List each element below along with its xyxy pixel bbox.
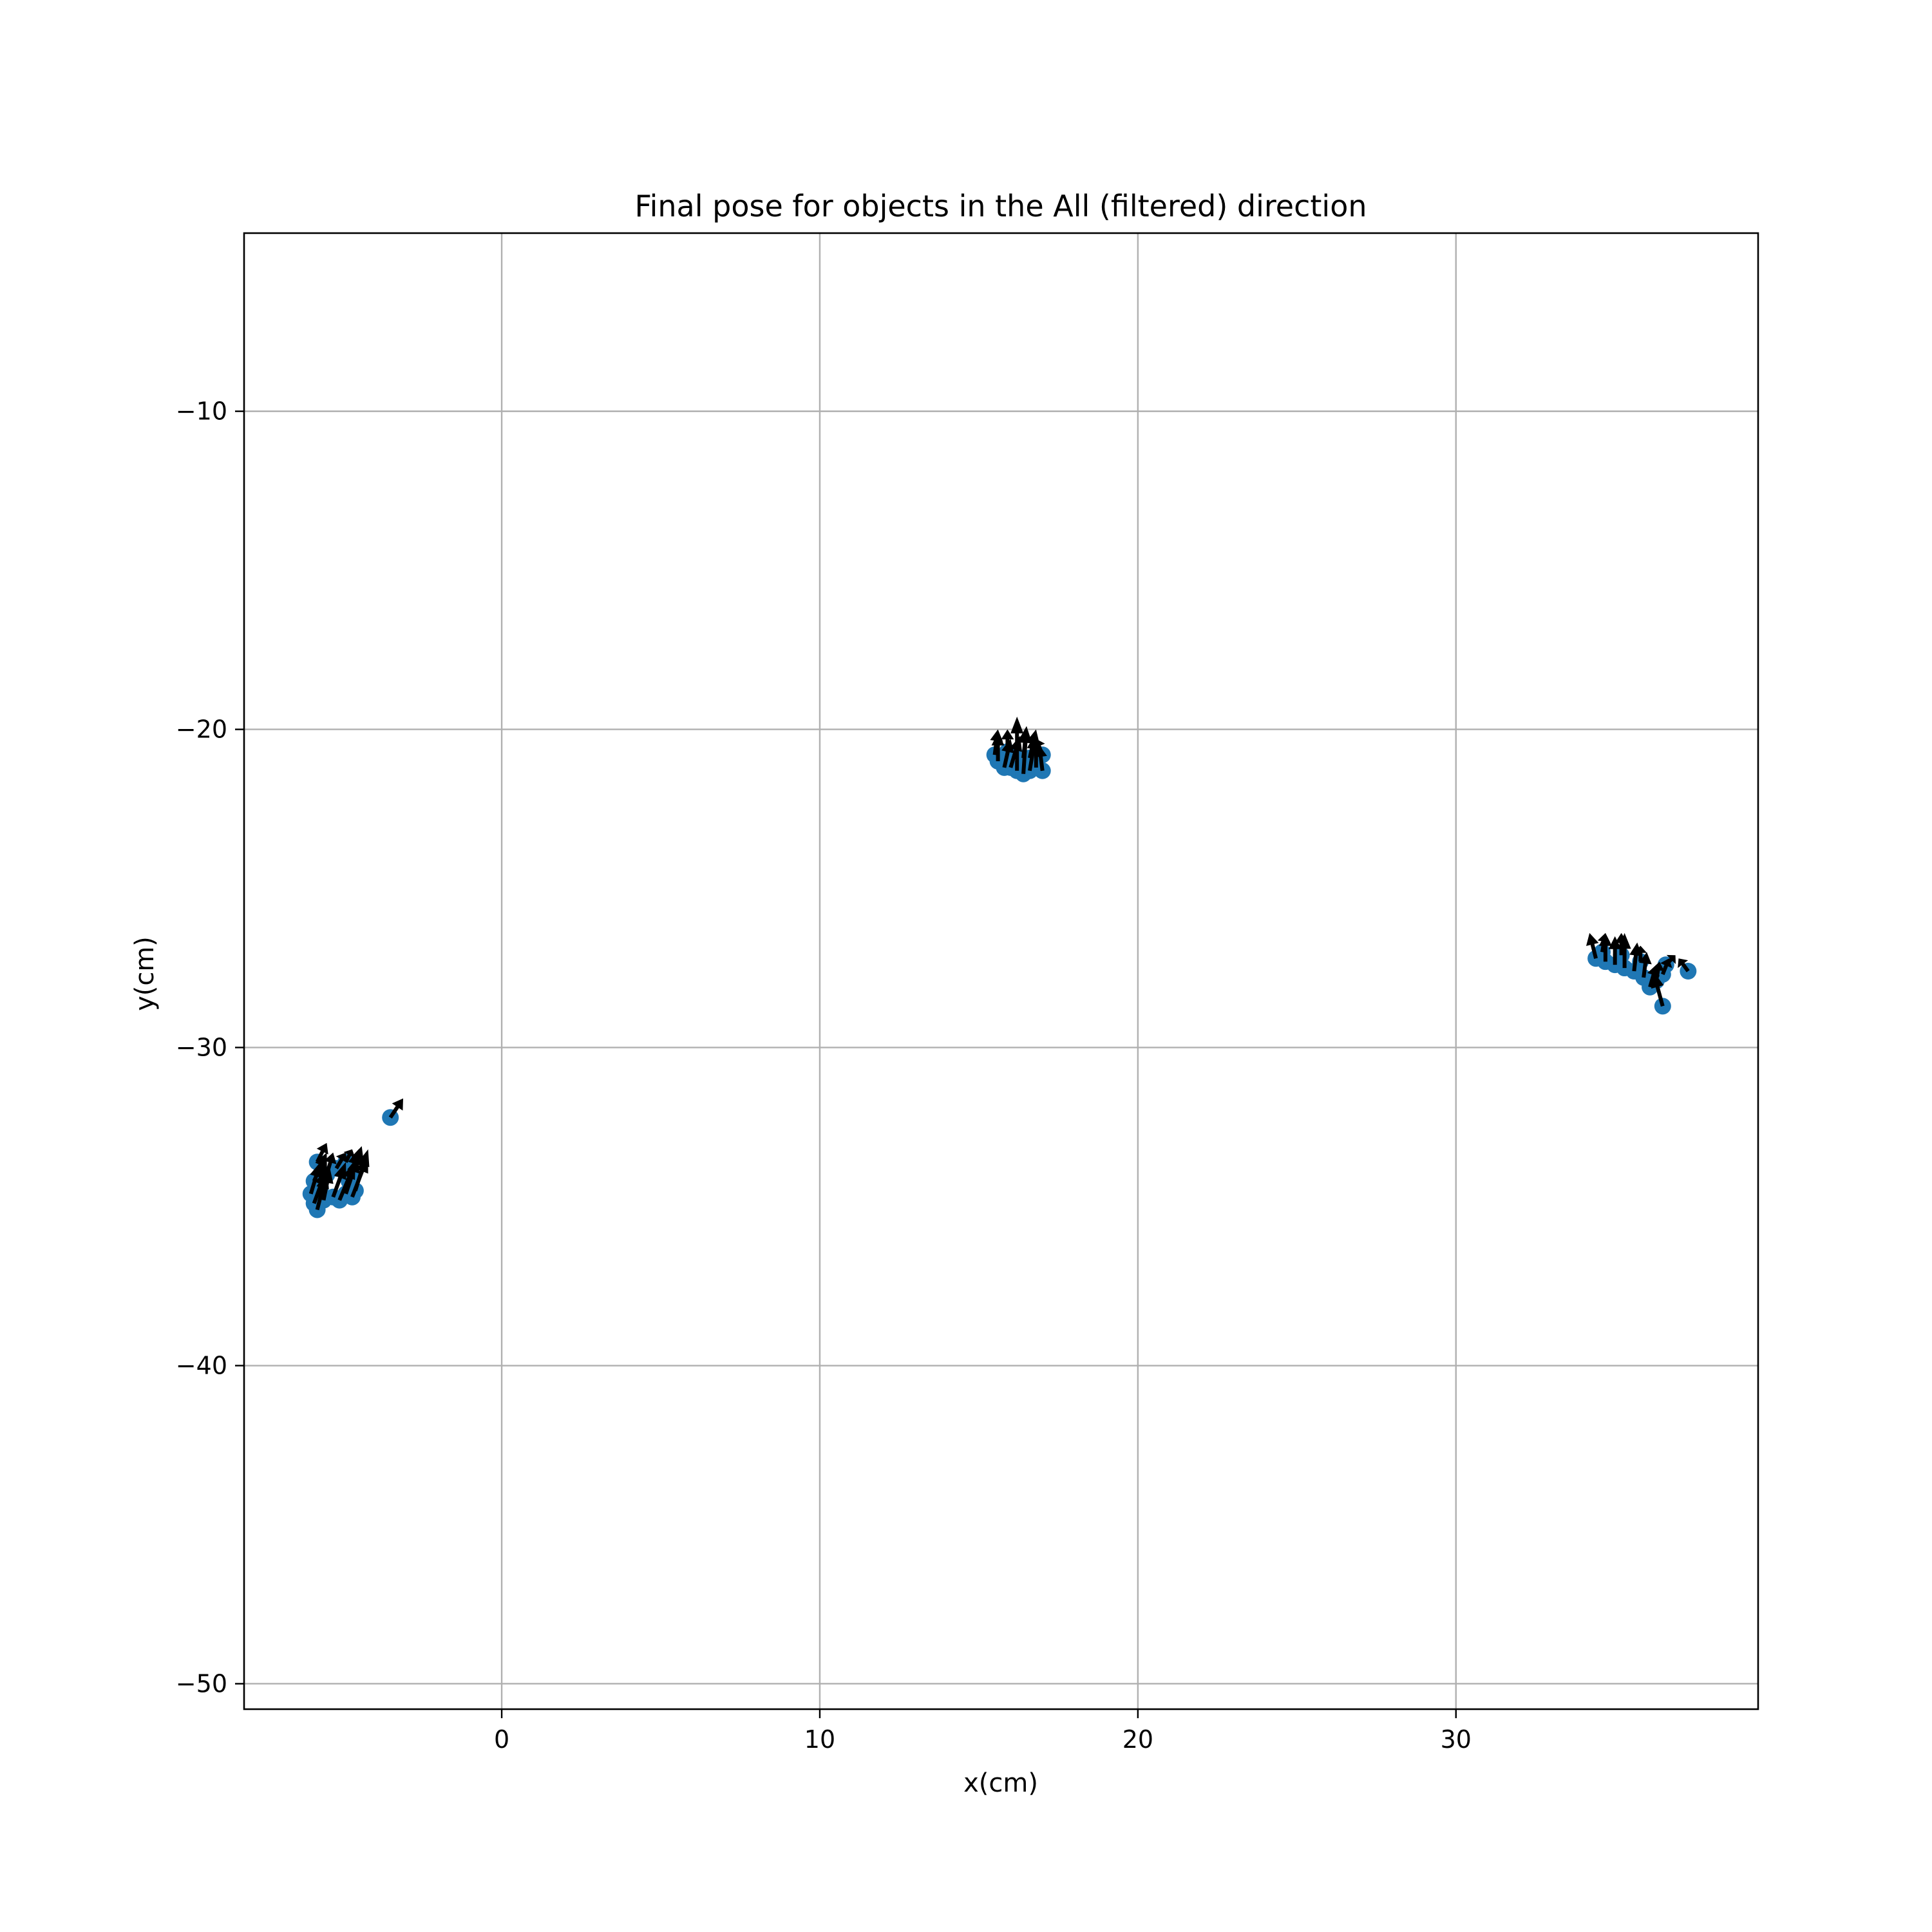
y-tick-label: −40 (176, 1352, 227, 1380)
x-tick-label: 10 (804, 1725, 835, 1754)
x-axis-label: x(cm) (963, 1768, 1038, 1798)
pose-arrow (1634, 945, 1647, 962)
pose-arrow (991, 732, 1005, 761)
pose-arrow (1586, 933, 1599, 959)
y-tick-label: −30 (176, 1034, 227, 1062)
x-tick-label: 0 (494, 1725, 509, 1754)
pose-arrow (1597, 933, 1611, 952)
pose-arrow (1608, 936, 1622, 965)
pose-arrow (388, 1098, 403, 1119)
pose-arrow (1651, 961, 1665, 981)
pose-point (1034, 762, 1051, 779)
pose-arrow (315, 1142, 328, 1163)
axes-frame (243, 232, 1759, 1710)
pose-arrow (1001, 729, 1014, 752)
y-tick-label: −20 (176, 715, 227, 744)
pose-arrow (331, 1162, 346, 1198)
y-axis: −10 −20 −30 −40 −50 (176, 397, 244, 1698)
x-axis: 0 10 20 30 (494, 1709, 1472, 1754)
pose-arrow (1033, 739, 1045, 756)
pose-arrow (316, 1159, 329, 1188)
pose-arrow (1001, 739, 1014, 768)
y-tick-label: −50 (176, 1669, 227, 1698)
pose-point (1654, 998, 1671, 1015)
pose-arrow (1010, 716, 1024, 771)
pose-arrow (1678, 958, 1690, 972)
pose-arrow (1615, 933, 1628, 956)
pose-arrow (321, 1168, 334, 1201)
data-marks (302, 716, 1697, 1218)
pose-arrow (1034, 745, 1047, 772)
x-tick-label: 20 (1122, 1725, 1153, 1754)
y-tick-label: −10 (176, 397, 227, 426)
pose-arrow (324, 1152, 337, 1175)
pose-arrow (1027, 729, 1040, 759)
y-axis-label: y(cm) (130, 936, 160, 1011)
pose-arrow (1664, 954, 1676, 967)
pose-arrow (350, 1146, 364, 1176)
plot-area (243, 232, 1759, 1710)
pose-arrow (1651, 971, 1665, 1007)
grid-lines (244, 233, 1758, 1709)
pose-arrow (343, 1149, 355, 1163)
pose-arrow (354, 1149, 370, 1191)
x-tick-label: 30 (1441, 1725, 1472, 1754)
chart-title: Final pose for objects in the All (filte… (635, 189, 1367, 223)
pose-arrow (1018, 726, 1032, 759)
pose-arrow (334, 1152, 347, 1170)
